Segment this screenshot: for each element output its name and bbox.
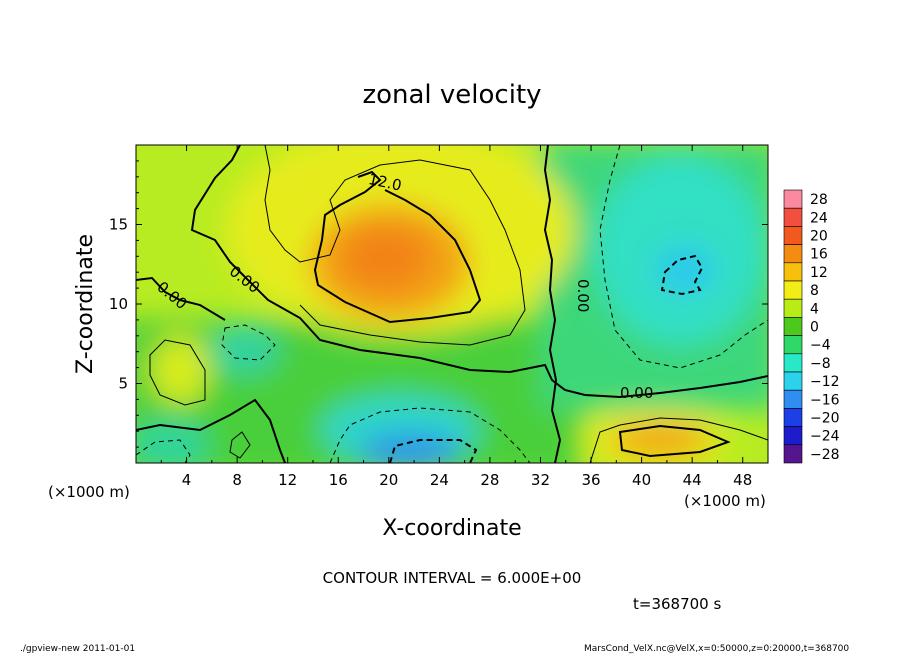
colorbar-label: −20 xyxy=(810,411,840,427)
colorbar: 28 24 20 16 12 8 4 0 −4 −8 −12 −16 −20 −24 −28 xyxy=(783,189,840,464)
contour-minus6-corner xyxy=(136,439,191,463)
colorbar-swatch xyxy=(783,189,803,209)
colorbar-swatch xyxy=(783,426,803,446)
y-tick-label: 15 xyxy=(109,216,128,234)
contour-minus6-right xyxy=(599,145,768,369)
footer-left: ./gpview-new 2011-01-01 xyxy=(20,644,135,654)
contour-zero-main xyxy=(190,145,768,399)
x-unit-label-left: (×1000 m) xyxy=(48,483,130,501)
x-tick-label: 48 xyxy=(733,471,752,489)
colorbar-label: 0 xyxy=(810,320,819,336)
colorbar-label: −16 xyxy=(810,392,840,408)
colorbar-label: −8 xyxy=(810,356,831,372)
velocity-field: 12.0 0.00 0.00 0.00 0.00 xyxy=(136,145,768,463)
chart-title: zonal velocity xyxy=(362,80,541,110)
contour-plus6-small xyxy=(229,431,251,459)
x-tick-label: 20 xyxy=(379,471,398,489)
contour-zero-vertical xyxy=(543,145,562,463)
colorbar-swatch xyxy=(783,298,803,318)
colorbar-label: −4 xyxy=(810,338,831,354)
field-region-bottom-blue xyxy=(360,434,460,463)
colorbar-label: 4 xyxy=(810,301,819,317)
colorbar-label: −24 xyxy=(810,429,840,445)
contour-minus12-right xyxy=(660,254,704,296)
time-label: t=368700 s xyxy=(633,595,721,613)
colorbar-swatch xyxy=(783,353,803,373)
colorbar-swatch xyxy=(783,207,803,227)
contour-minus6-left xyxy=(221,324,276,361)
colorbar-label: 8 xyxy=(810,283,819,299)
colorbar-swatch xyxy=(783,280,803,300)
y-tick-label: 10 xyxy=(109,295,128,313)
field-region-orange-core xyxy=(340,226,430,290)
x-tick-label: 4 xyxy=(182,471,192,489)
colorbar-label: 28 xyxy=(810,192,828,208)
y-axis: 5 10 15 xyxy=(109,160,768,448)
contour-zero-left xyxy=(136,276,226,321)
y-axis-title: Z-coordinate xyxy=(73,234,98,374)
colorbar-label: 20 xyxy=(810,229,828,245)
contour-minus6-bottom xyxy=(329,407,531,463)
contour-plus6 xyxy=(264,145,526,346)
colorbar-label: −28 xyxy=(810,447,840,463)
x-tick-label: 36 xyxy=(581,471,600,489)
colorbar-swatch xyxy=(783,262,803,282)
colorbar-label: −12 xyxy=(810,374,840,390)
x-axis-title: X-coordinate xyxy=(382,516,521,541)
x-tick-label: 12 xyxy=(278,471,297,489)
field-region-cyan-core xyxy=(655,245,715,295)
y-tick-label: 5 xyxy=(118,375,128,393)
colorbar-swatch xyxy=(783,244,803,264)
colorbar-swatch xyxy=(783,226,803,245)
colorbar-swatch xyxy=(783,408,803,427)
colorbar-swatch xyxy=(783,371,803,391)
x-tick-label: 28 xyxy=(480,471,499,489)
colorbar-label: 12 xyxy=(810,265,828,281)
field-region-left-cyan xyxy=(210,325,280,375)
contour-interval-label: CONTOUR INTERVAL = 6.000E+00 xyxy=(323,569,582,587)
contour-zero-bottom xyxy=(136,398,286,463)
contour-lines xyxy=(136,145,768,463)
colorbar-swatch xyxy=(783,317,803,336)
x-unit-label-right: (×1000 m) xyxy=(684,492,766,510)
contour-12 xyxy=(313,170,482,324)
field-region-bottom-orange xyxy=(610,425,710,455)
contour-plus6-left xyxy=(149,339,206,406)
contour-12-bottom xyxy=(618,424,731,458)
contour-minus12-bottom xyxy=(389,439,478,463)
x-tick-label: 32 xyxy=(531,471,550,489)
contour-plus6-bottom xyxy=(589,417,768,463)
colorbar-swatch xyxy=(783,335,803,355)
colorbar-swatch xyxy=(783,389,803,409)
x-tick-label: 40 xyxy=(632,471,651,489)
colorbar-swatch xyxy=(783,444,803,464)
x-tick-label: 44 xyxy=(683,471,702,489)
footer-right: MarsCond_VelX.nc@VelX,x=0:50000,z=0:2000… xyxy=(584,644,849,654)
x-tick-label: 8 xyxy=(232,471,242,489)
contour-label-zero-vertical: 0.00 xyxy=(574,279,592,312)
x-axis: 4 8 12 16 20 24 28 32 36 40 44 48 xyxy=(160,145,752,489)
colorbar-label: 24 xyxy=(810,210,828,226)
colorbar-label: 16 xyxy=(810,247,828,263)
x-tick-label: 16 xyxy=(329,471,348,489)
contour-label-zero-right: 0.00 xyxy=(620,384,653,402)
x-tick-label: 24 xyxy=(430,471,449,489)
field-region-corner-cyan xyxy=(136,420,210,463)
